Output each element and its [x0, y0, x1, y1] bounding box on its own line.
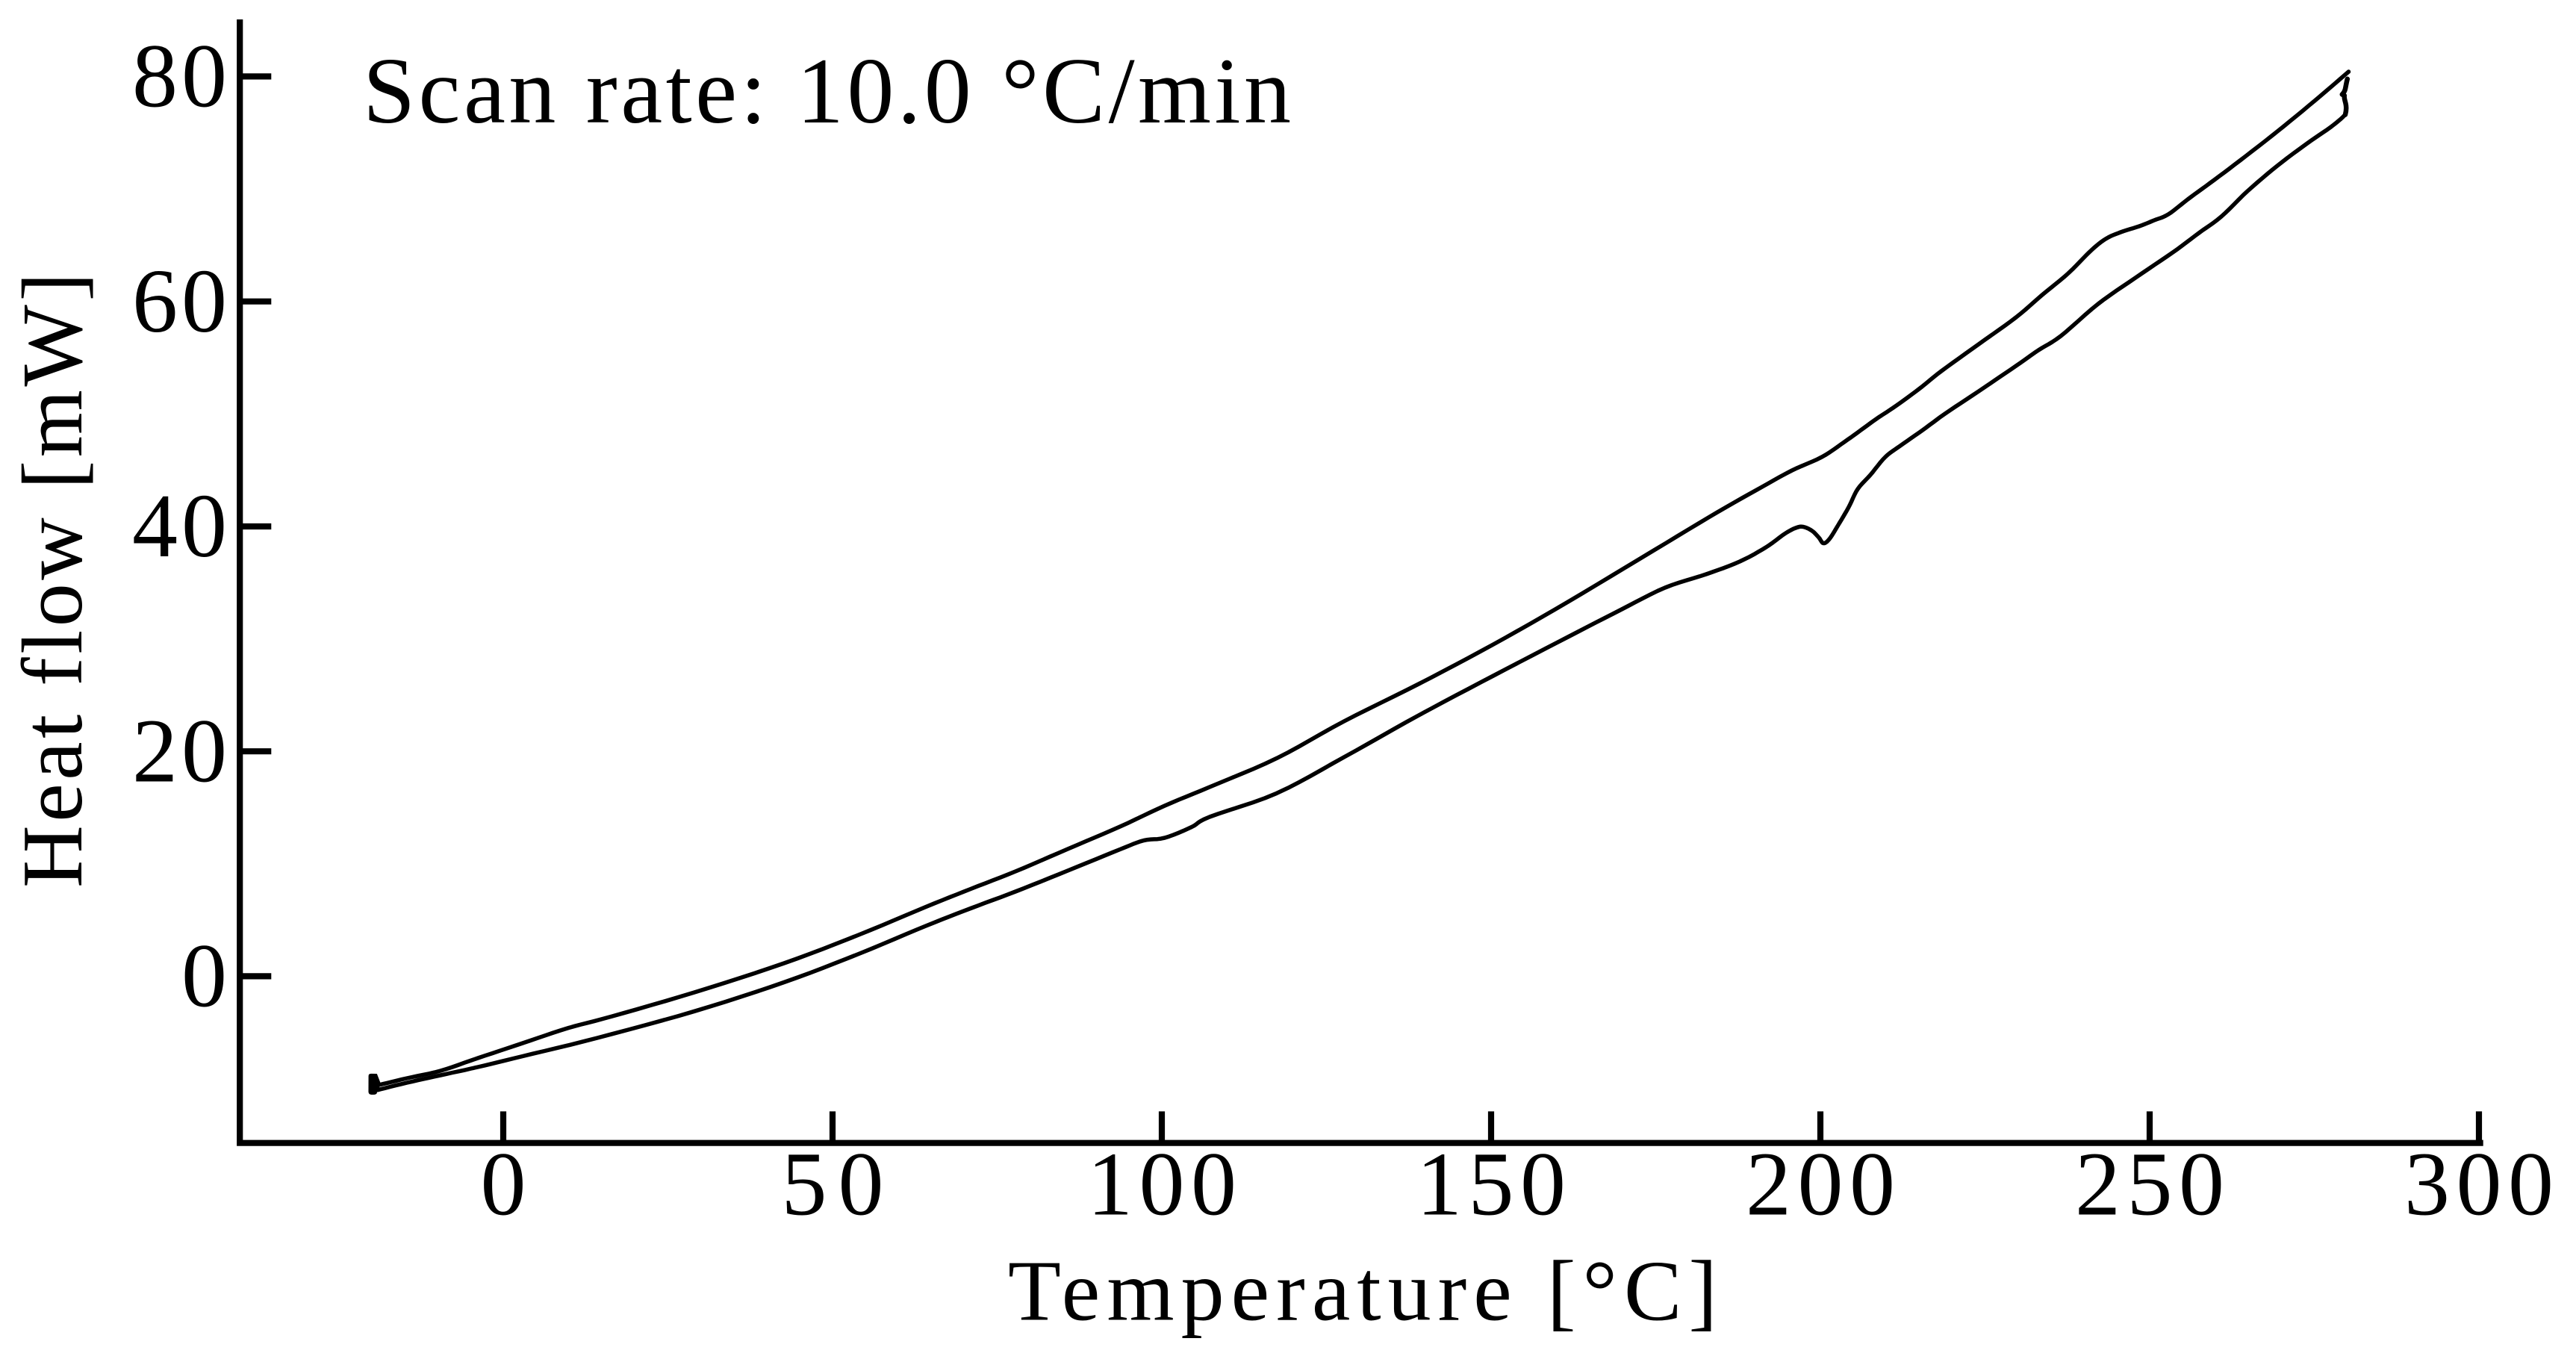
svg-text:0: 0	[181, 926, 227, 1027]
svg-text:0: 0	[481, 1134, 526, 1235]
svg-text:300: 300	[2404, 1134, 2554, 1235]
svg-text:100: 100	[1087, 1134, 1236, 1235]
svg-text:Temperature [°C]: Temperature [°C]	[1008, 1244, 1717, 1340]
svg-text:Scan rate: 10.0 °C/min: Scan rate: 10.0 °C/min	[363, 40, 1291, 143]
svg-text:Heat flow [mW]: Heat flow [mW]	[5, 273, 101, 888]
svg-text:250: 250	[2075, 1134, 2224, 1235]
svg-text:150: 150	[1416, 1134, 1566, 1235]
svg-text:200: 200	[1746, 1134, 1895, 1235]
